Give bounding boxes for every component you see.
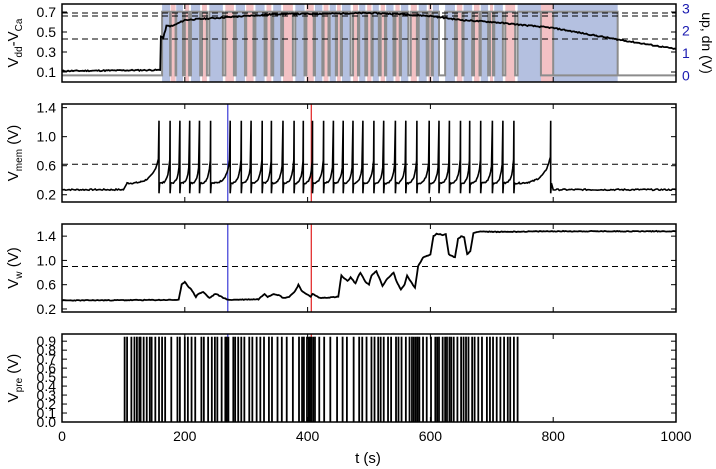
plot-area <box>62 224 676 312</box>
up-band <box>329 4 336 82</box>
right-y-tick-label: 1 <box>682 45 690 61</box>
dn-band <box>367 4 372 82</box>
dn-band <box>353 4 358 82</box>
dn-band <box>456 4 463 82</box>
dn-band <box>410 4 417 82</box>
x-tick-label: 600 <box>419 428 443 444</box>
plot-frame <box>61 3 677 83</box>
dn-band <box>184 4 190 82</box>
y-tick-label: 0.1 <box>37 405 57 421</box>
x-axis-label: t (s) <box>355 450 381 467</box>
dn-band <box>246 4 254 82</box>
up-band <box>494 4 503 82</box>
up-band <box>359 4 366 82</box>
right-y-tick-label: 3 <box>682 0 690 16</box>
dn-band <box>306 4 314 82</box>
dn-band <box>225 4 234 82</box>
y-tick-label: 0.0 <box>37 414 57 430</box>
y-tick-label: 0.2 <box>37 187 57 203</box>
y-axis-label: Vpre (V) <box>5 354 25 403</box>
up-band <box>176 4 183 82</box>
y-tick-label: 0.9 <box>37 333 57 349</box>
up-band <box>190 4 201 82</box>
y-tick-label: 0.6 <box>37 158 57 174</box>
right-y-tick-label: 0 <box>682 67 690 83</box>
up-band <box>432 4 439 82</box>
up-band <box>400 4 409 82</box>
x-tick-label: 1000 <box>660 428 691 444</box>
dn-band <box>473 4 480 82</box>
dn-band <box>505 4 516 82</box>
up-band <box>162 4 171 82</box>
up-band <box>445 4 455 82</box>
y-tick-label: 1.0 <box>37 252 57 268</box>
y-axis-label: Vdd-VCa <box>5 18 25 67</box>
y-tick-label: 0.6 <box>37 360 57 376</box>
dn-band <box>323 4 329 82</box>
y-tick-label: 0.8 <box>37 342 57 358</box>
y-tick-label: 0.2 <box>37 396 57 412</box>
x-tick-label: 0 <box>58 428 66 444</box>
dn-band <box>540 4 554 82</box>
up-band <box>480 4 489 82</box>
panel-vmem: 0.2 0.6 1.0 1.4 Vmem (V) <box>5 100 677 203</box>
y-tick-label: 0.5 <box>37 24 57 40</box>
y-axis-label: Vw (V) <box>5 247 25 288</box>
y-tick-label: 1.4 <box>37 100 57 116</box>
y-tick-label: 0.6 <box>37 277 57 293</box>
panel-vpre: 0.00.10.20.30.40.50.60.70.80.9 Vpre (V) <box>5 333 677 430</box>
right-y-axis-label: up, dn (V) <box>699 12 715 73</box>
up-band <box>386 4 394 82</box>
y-tick-label: 0.4 <box>37 378 57 394</box>
y-axis-label: Vmem (V) <box>5 125 25 181</box>
y-tick-label: 1.4 <box>37 228 57 244</box>
plot-frame <box>61 333 677 423</box>
panel-vdd-vca: 0.1 0.3 0.5 0.7 0 1 2 3 up, dn (V) Vdd-VCa <box>5 0 715 83</box>
x-tick-label: 400 <box>296 428 320 444</box>
y-tick-label: 0.7 <box>37 4 57 20</box>
up-band <box>517 4 618 82</box>
up-band <box>314 4 323 82</box>
up-band <box>341 4 351 82</box>
x-tick-label: 800 <box>542 428 566 444</box>
up-band <box>372 4 379 82</box>
dn-band <box>337 4 341 82</box>
plot-area <box>62 4 676 82</box>
dn-band <box>283 4 293 82</box>
up-band <box>418 4 427 82</box>
y-tick-label: 0.1 <box>37 64 57 80</box>
dn-band <box>489 4 494 82</box>
dn-band <box>266 4 272 82</box>
y-tick-label: 0.3 <box>37 44 57 60</box>
vmem-trace <box>62 120 676 194</box>
dn-band <box>201 4 207 82</box>
data-series <box>62 11 676 73</box>
dn-band <box>395 4 400 82</box>
up-band <box>235 4 245 82</box>
up-band <box>295 4 305 82</box>
plot-area <box>123 334 519 422</box>
up-band <box>273 4 282 82</box>
up-dn-trace <box>62 10 676 77</box>
panel-vw: 0.2 0.6 1.0 1.4 Vw (V) <box>5 223 677 317</box>
y-tick-label: 0.5 <box>37 369 57 385</box>
x-tick-label: 200 <box>173 428 197 444</box>
data-series <box>62 229 676 302</box>
right-y-tick-label: 2 <box>682 23 690 39</box>
plot-frame <box>61 223 677 313</box>
y-tick-label: 0.3 <box>37 387 57 403</box>
dn-band <box>380 4 385 82</box>
y-tick-label: 0.7 <box>37 351 57 367</box>
up-band <box>255 4 265 82</box>
plot-area <box>62 104 676 202</box>
y-tick-label: 1.0 <box>37 129 57 145</box>
dn-band <box>428 4 432 82</box>
up-band <box>463 4 473 82</box>
plot-frame <box>61 103 677 203</box>
shared-x-axis: 0 200 400 600 800 1000 <box>58 428 692 444</box>
y-tick-label: 0.2 <box>37 301 57 317</box>
up-band <box>209 4 223 82</box>
dn-band <box>170 4 176 82</box>
